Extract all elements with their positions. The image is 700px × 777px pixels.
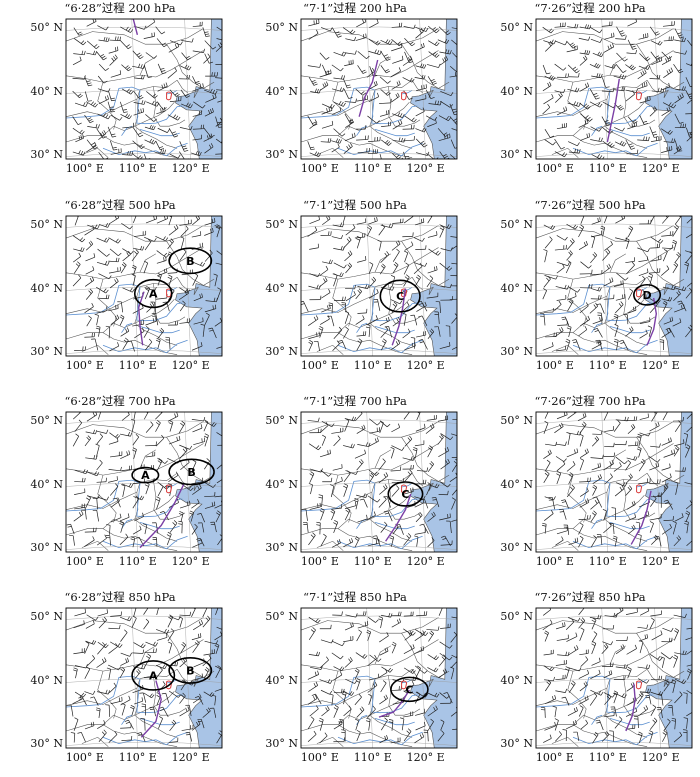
- latitude-label: 30° N: [258, 345, 298, 358]
- longitude-label: 120° E: [407, 359, 445, 372]
- vortex-label: D: [642, 289, 651, 302]
- latitude-label: 40° N: [493, 85, 533, 98]
- latitude-label: 40° N: [258, 282, 298, 295]
- longitude-label: 120° E: [642, 359, 680, 372]
- longitude-label: 120° E: [407, 162, 445, 175]
- longitude-label: 120° E: [407, 555, 445, 568]
- latitude-label: 30° N: [493, 737, 533, 750]
- longitude-label: 110° E: [119, 555, 157, 568]
- latitude-label: 40° N: [23, 282, 63, 295]
- longitude-label: 100° E: [66, 162, 104, 175]
- latitude-label: 50° N: [493, 218, 533, 231]
- vortex-label: B: [186, 255, 194, 268]
- longitude-label: 100° E: [536, 555, 574, 568]
- vortex-label: B: [187, 466, 195, 479]
- vortex-label: C: [396, 290, 404, 303]
- longitude-label: 100° E: [301, 359, 339, 372]
- longitude-label: 100° E: [536, 359, 574, 372]
- latitude-label: 50° N: [258, 218, 298, 231]
- latitude-label: 40° N: [23, 478, 63, 491]
- longitude-label: 110° E: [589, 751, 627, 764]
- longitude-label: 120° E: [407, 751, 445, 764]
- vortex-label: A: [149, 669, 158, 682]
- longitude-label: 110° E: [119, 162, 157, 175]
- vortex-label: A: [149, 288, 158, 301]
- longitude-label: 120° E: [642, 751, 680, 764]
- latitude-label: 50° N: [493, 610, 533, 623]
- longitude-label: 100° E: [66, 751, 104, 764]
- latitude-label: 40° N: [493, 282, 533, 295]
- latitude-label: 40° N: [258, 674, 298, 687]
- longitude-label: 100° E: [301, 555, 339, 568]
- longitude-label: 120° E: [642, 555, 680, 568]
- longitude-label: 110° E: [119, 751, 157, 764]
- latitude-label: 30° N: [258, 148, 298, 161]
- longitude-label: 110° E: [354, 359, 392, 372]
- latitude-label: 30° N: [258, 541, 298, 554]
- latitude-label: 50° N: [258, 21, 298, 34]
- latitude-label: 50° N: [23, 21, 63, 34]
- latitude-label: 40° N: [493, 674, 533, 687]
- longitude-label: 100° E: [536, 751, 574, 764]
- longitude-label: 110° E: [589, 359, 627, 372]
- latitude-label: 30° N: [493, 345, 533, 358]
- longitude-label: 120° E: [172, 555, 210, 568]
- latitude-label: 50° N: [493, 21, 533, 34]
- vortex-label: C: [401, 488, 409, 501]
- longitude-label: 120° E: [172, 751, 210, 764]
- longitude-label: 110° E: [589, 162, 627, 175]
- longitude-label: 100° E: [66, 359, 104, 372]
- latitude-label: 50° N: [23, 610, 63, 623]
- latitude-label: 50° N: [493, 414, 533, 427]
- latitude-label: 30° N: [23, 345, 63, 358]
- latitude-label: 50° N: [23, 414, 63, 427]
- longitude-label: 120° E: [172, 162, 210, 175]
- latitude-label: 30° N: [23, 541, 63, 554]
- latitude-label: 40° N: [23, 674, 63, 687]
- latitude-label: 30° N: [493, 148, 533, 161]
- latitude-label: 40° N: [258, 85, 298, 98]
- vortex-label: B: [186, 664, 194, 677]
- longitude-label: 110° E: [589, 555, 627, 568]
- vortex-label: C: [405, 683, 413, 696]
- longitude-label: 100° E: [301, 162, 339, 175]
- longitude-label: 110° E: [354, 162, 392, 175]
- longitude-label: 110° E: [354, 555, 392, 568]
- latitude-label: 50° N: [23, 218, 63, 231]
- longitude-label: 120° E: [172, 359, 210, 372]
- latitude-label: 30° N: [23, 737, 63, 750]
- latitude-label: 40° N: [493, 478, 533, 491]
- latitude-label: 50° N: [258, 610, 298, 623]
- longitude-label: 120° E: [642, 162, 680, 175]
- longitude-label: 110° E: [354, 751, 392, 764]
- latitude-label: 30° N: [493, 541, 533, 554]
- vortex-label: A: [141, 469, 150, 482]
- latitude-label: 40° N: [23, 85, 63, 98]
- latitude-label: 40° N: [258, 478, 298, 491]
- latitude-label: 30° N: [23, 148, 63, 161]
- latitude-label: 30° N: [258, 737, 298, 750]
- longitude-label: 100° E: [66, 555, 104, 568]
- latitude-label: 50° N: [258, 414, 298, 427]
- longitude-label: 110° E: [119, 359, 157, 372]
- longitude-label: 100° E: [536, 162, 574, 175]
- longitude-label: 100° E: [301, 751, 339, 764]
